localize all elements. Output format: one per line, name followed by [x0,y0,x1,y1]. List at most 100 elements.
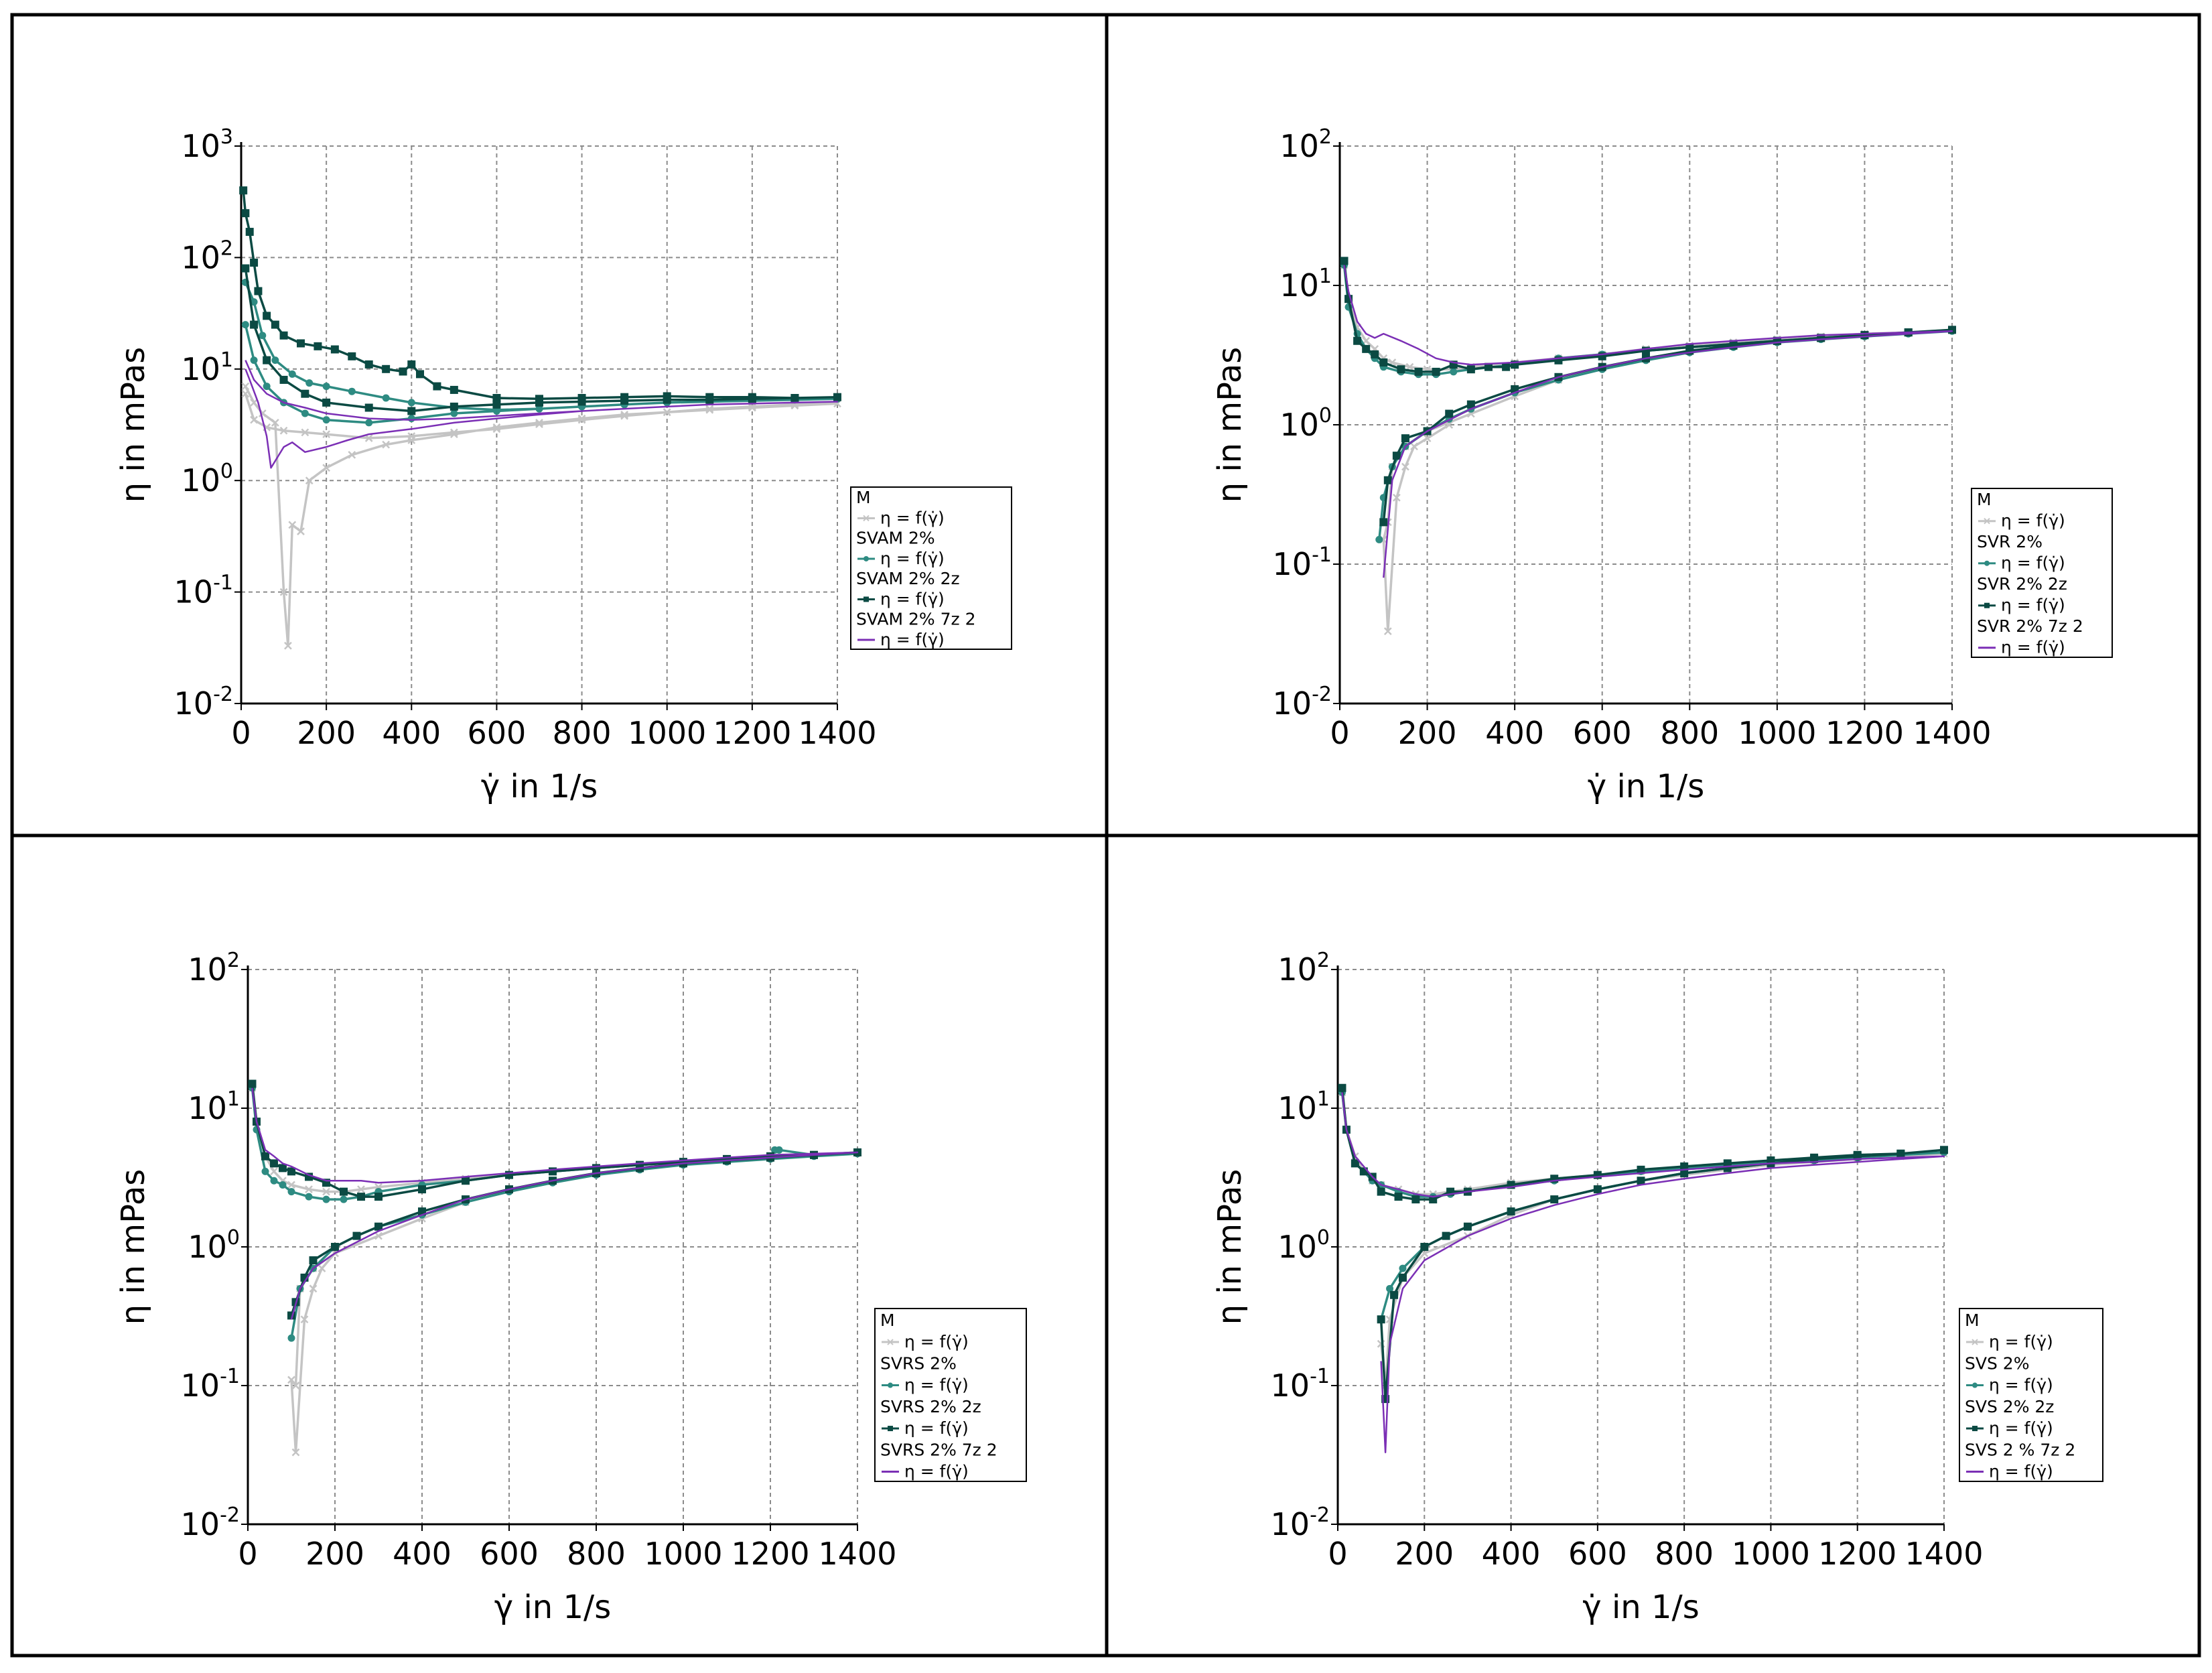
data-point [364,360,373,369]
y-tick-label: 10-1 [181,1365,240,1404]
x-tick-label: 1200 [713,715,791,751]
series-group [1340,257,1956,636]
data-point [314,342,322,350]
x-tick-label: 1000 [1732,1536,1810,1572]
data-point [1429,1195,1438,1204]
data-point [620,411,629,420]
legend-entry-label: η = f(γ̇) [880,508,945,527]
x-tick-label: 400 [1485,715,1544,751]
data-point [407,407,416,415]
data-point [1351,1159,1359,1168]
legend-series-name: SVS 2% 2z [1965,1397,2054,1416]
x-axis-label: γ̇ in 1/s [1588,768,1704,805]
data-point [1379,358,1388,366]
y-tick-label: 100 [1277,1226,1330,1265]
x-tick-label: 1000 [1738,715,1816,751]
data-point [1550,1195,1559,1204]
data-point [284,641,292,650]
data-point [1896,1149,1905,1158]
y-tick-label: 103 [181,125,233,164]
data-point [450,430,458,439]
x-tick-label: 1200 [1825,715,1904,751]
data-point [1392,493,1401,502]
legend-entry-label: η = f(γ̇) [1989,1462,2053,1481]
data-point [1394,1193,1403,1201]
data-point [492,394,501,403]
data-point [1463,1222,1472,1231]
data-point [241,264,250,273]
y-tick-label: 102 [1277,949,1330,988]
y-tick-label: 10-2 [1273,683,1332,722]
data-point [241,389,250,398]
data-point [1377,1187,1385,1196]
series-group [239,186,841,650]
legend-entry-label: η = f(γ̇) [880,630,945,649]
data-point [535,405,543,413]
data-point [1377,1315,1385,1324]
x-tick-label: 1400 [1913,715,1991,751]
series-line-4 [251,1087,859,1320]
legend-entry-label: η = f(γ̇) [2001,596,2065,615]
data-point [382,440,391,449]
x-tick-label: 0 [1328,1536,1347,1572]
data-point [407,399,415,407]
data-point [663,408,671,417]
legend-marker [1972,1339,1978,1345]
data-point [270,1159,278,1168]
data-point [1390,1290,1399,1299]
data-point [241,209,250,218]
x-tick-label: 1000 [644,1536,722,1572]
y-axis-label: η in mPas [1211,1169,1249,1325]
data-point [1398,1273,1407,1282]
legend-series-name: SVS 2 % 7z 2 [1965,1440,2075,1459]
data-point [1450,368,1458,376]
data-point [1338,1083,1346,1092]
legend-box [850,486,1012,650]
data-point [322,1187,330,1196]
data-point [1423,434,1432,443]
x-tick-label: 1000 [628,715,706,751]
data-point [279,375,288,384]
data-point [309,1284,318,1293]
legend-marker [888,1382,893,1388]
data-point [301,409,309,417]
data-point [365,419,373,427]
data-point [535,398,543,407]
data-point [287,1181,295,1189]
series-line-1 [1340,1092,1945,1387]
data-point [340,1195,348,1203]
legend-entry-label: η = f(γ̇) [904,1418,969,1438]
x-tick-label: 1200 [1818,1536,1896,1572]
data-point [1466,400,1475,409]
legend-header: M [1977,490,1992,509]
y-tick-label: 101 [1277,1087,1330,1126]
data-point [1940,1146,1948,1154]
data-point [287,1167,295,1176]
legend-header: M [856,488,871,507]
legend-series-name: SVRS 2% 7z 2 [880,1440,997,1459]
chart-panel-top-left: 0 200 400 600 800 1000 1200 1400 103 102 101 100 10-… [115,125,1012,805]
x-tick-label: 600 [480,1536,539,1572]
legend-marker [863,515,870,522]
data-point [450,428,458,437]
legend-series-name: SVS 2% [1965,1353,2029,1373]
data-point [1410,442,1418,451]
data-point [462,1177,470,1185]
data-point [416,370,424,379]
x-tick-label: 800 [553,715,612,751]
series-line-4 [1341,1092,1945,1453]
data-point [245,228,254,237]
y-tick-label: 10-1 [174,572,233,610]
data-point [382,364,391,373]
data-point [301,389,309,398]
data-point [305,1193,313,1201]
data-point [705,405,714,413]
legend-entry-label: η = f(γ̇) [2001,638,2065,657]
data-point [279,426,288,435]
legend-series-name: SVR 2% 2z [1977,574,2067,594]
x-tick-label: 1400 [1905,1536,1983,1572]
data-point [263,356,271,364]
data-point [833,393,841,401]
legend-entry-label: η = f(γ̇) [1989,1332,2053,1351]
x-tick-label: 1400 [818,1536,896,1572]
